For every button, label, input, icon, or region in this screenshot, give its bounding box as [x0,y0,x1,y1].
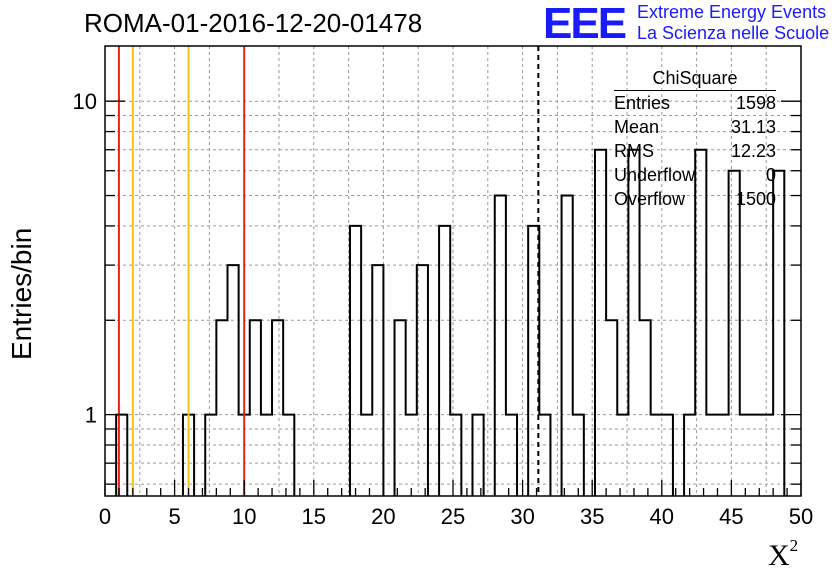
histogram-bin [651,415,662,496]
histogram-bin [372,265,383,496]
histogram-bin [717,415,728,496]
histogram-bin [573,415,584,496]
histogram-bin [406,415,417,496]
x-tick-label: 5 [168,504,180,529]
histogram-bin [662,415,673,496]
x-tick-label: 15 [302,504,326,529]
histogram-bin [617,415,628,496]
stats-value: 1500 [735,189,776,209]
stats-row-overflow: Overflow 1500 [614,187,776,211]
histogram-bin [417,265,428,496]
stats-row-mean: Mean 31.13 [614,115,776,139]
x-axis-label: X2 [768,536,798,573]
x-tick-label: 10 [232,504,256,529]
histogram-bin [539,415,550,496]
histogram-bin [350,226,361,496]
histogram-bin [606,320,617,496]
chart-title: ROMA-01-2016-12-20-01478 [84,8,423,38]
histogram-bin [272,320,283,496]
x-tick-label: 20 [371,504,395,529]
stats-box: ChiSquare Entries 1598 Mean 31.13 RMS 12.23… [614,66,776,211]
logo-line-2: La Scienza nelle Scuole [637,23,830,43]
histogram-bin [740,415,751,496]
histogram-bin [729,171,740,496]
histogram-bin [706,415,717,496]
logo-line-1: Extreme Energy Events [637,2,827,22]
x-axis-label-base: X [768,539,790,572]
stats-row-rms: RMS 12.23 [614,139,776,163]
histogram-bin [205,415,216,496]
histogram-bin [506,415,517,496]
histogram-bin [684,415,695,496]
histogram-bin [439,226,450,496]
histogram-bin [283,415,294,496]
histogram-bin [751,415,762,496]
histogram-bin [472,415,483,496]
histogram-bin [395,320,406,496]
x-tick-label: 50 [789,504,813,529]
y-axis-label-wrap: Entries/bin [4,180,44,360]
histogram-bin [762,415,773,496]
stats-title: ChiSquare [614,66,776,91]
y-tick-label: 10 [73,89,97,114]
histogram-bin [495,196,506,496]
histogram-bin [216,320,227,496]
histogram-bin [227,265,238,496]
histogram-bin [361,415,372,496]
x-tick-label: 25 [441,504,465,529]
stats-label: RMS [614,141,654,161]
histogram-bin [595,150,606,496]
logo-caption: Extreme Energy Events La Scienza nelle S… [637,2,829,44]
histogram-bin [562,196,573,496]
histogram-bin [450,415,461,496]
x-tick-label: 0 [99,504,111,529]
histogram-bin [261,415,272,496]
stats-row-underflow: Underflow 0 [614,163,776,187]
y-tick-label: 1 [85,403,97,428]
histogram-bin [640,320,651,496]
stats-value: 1598 [735,93,776,113]
x-tick-label: 30 [510,504,534,529]
y-axis-label: Entries/bin [6,227,37,360]
eee-logo: EEE [543,0,627,48]
stats-label: Entries [614,93,671,113]
x-tick-label: 35 [580,504,604,529]
x-axis-label-superscript: 2 [789,536,799,555]
x-tick-label: 45 [719,504,743,529]
stats-label: Underflow [614,165,696,185]
stats-row-entries: Entries 1598 [614,91,776,115]
x-tick-label: 40 [650,504,674,529]
histogram-bin [250,320,261,496]
stats-value: 0 [765,165,776,185]
stats-label: Mean [614,117,660,137]
histogram-bin [116,415,127,496]
stats-value: 12.23 [730,141,776,161]
stats-label: Overflow [614,189,686,209]
histogram-bin [773,171,784,496]
stats-value: 31.13 [730,117,776,137]
